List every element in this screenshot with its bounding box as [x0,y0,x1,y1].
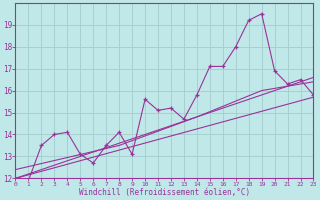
X-axis label: Windchill (Refroidissement éolien,°C): Windchill (Refroidissement éolien,°C) [79,188,250,197]
